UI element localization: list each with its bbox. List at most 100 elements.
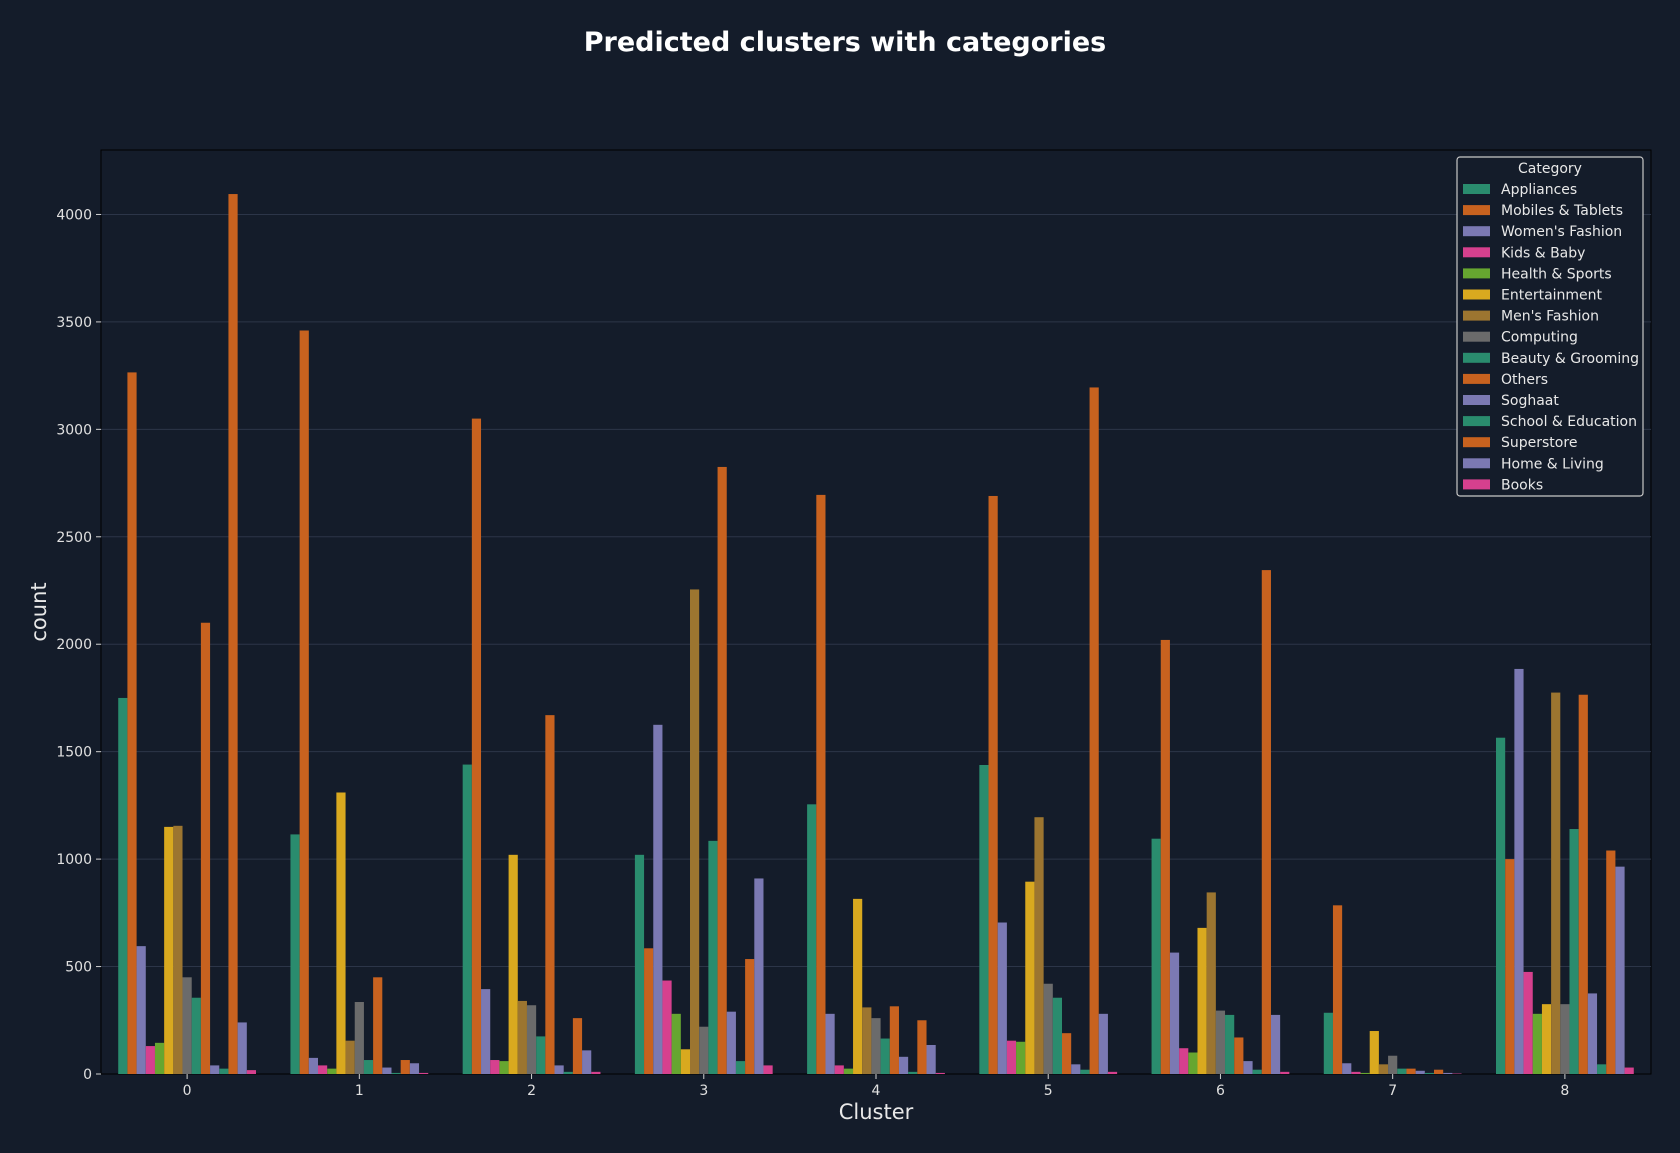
legend-label: Beauty & Grooming xyxy=(1501,351,1639,367)
bar xyxy=(499,1061,509,1074)
x-axis-ticks: 0 1 2 3 4 5 6 7 8 xyxy=(183,1074,1569,1099)
bar xyxy=(1016,1041,1026,1074)
bar xyxy=(1225,1014,1235,1074)
legend-swatch xyxy=(1463,416,1490,427)
bar xyxy=(634,854,645,1074)
bar xyxy=(1025,881,1035,1074)
bar xyxy=(763,1065,773,1074)
x-tick-label: 5 xyxy=(1044,1083,1053,1099)
legend-label: Others xyxy=(1501,372,1548,388)
bar xyxy=(191,997,201,1074)
bar xyxy=(1606,850,1616,1074)
y-tick-label: 2500 xyxy=(56,530,92,546)
plot-area xyxy=(100,149,1652,1075)
bar xyxy=(708,840,718,1074)
bar xyxy=(526,1005,537,1074)
bar xyxy=(680,1049,690,1074)
y-tick-label: 500 xyxy=(65,960,92,976)
bar xyxy=(1261,570,1271,1074)
bar xyxy=(336,792,346,1074)
bar xyxy=(1360,1072,1370,1074)
bar xyxy=(481,989,491,1074)
bar xyxy=(825,1013,835,1074)
legend-label: Entertainment xyxy=(1501,288,1603,304)
bar xyxy=(219,1068,229,1074)
bar xyxy=(1098,1013,1108,1074)
y-tick-label: 0 xyxy=(83,1067,92,1083)
bar xyxy=(717,466,727,1074)
bar xyxy=(1234,1037,1244,1074)
bar xyxy=(345,1040,355,1074)
y-tick-label: 3000 xyxy=(56,422,92,438)
x-tick-label: 2 xyxy=(527,1083,536,1099)
bar xyxy=(735,1061,746,1074)
bar xyxy=(1332,905,1343,1074)
bar xyxy=(1496,737,1506,1074)
bar xyxy=(308,1057,318,1074)
bar xyxy=(699,1026,709,1074)
legend-label: Home & Living xyxy=(1501,456,1604,472)
bar xyxy=(582,1050,592,1074)
bar xyxy=(853,898,863,1074)
bar xyxy=(517,1000,527,1074)
bar xyxy=(1206,892,1216,1074)
bar xyxy=(1071,1064,1081,1074)
bar xyxy=(979,765,989,1074)
bar xyxy=(997,922,1007,1074)
legend-swatch xyxy=(1463,226,1490,237)
x-tick-label: 0 xyxy=(183,1083,192,1099)
chart-title: Predicted clusters with categories xyxy=(584,27,1107,58)
bar xyxy=(1323,1012,1333,1074)
bar xyxy=(1270,1014,1281,1074)
bar xyxy=(1532,1013,1542,1074)
bar xyxy=(843,1068,854,1074)
bar xyxy=(228,194,238,1075)
legend-swatch xyxy=(1463,458,1490,469)
bar xyxy=(572,1018,583,1074)
bar xyxy=(1215,1010,1226,1074)
bar xyxy=(118,697,128,1074)
legend-swatch xyxy=(1463,373,1490,384)
bar xyxy=(690,589,700,1074)
bar xyxy=(898,1056,909,1074)
legend-title: Category xyxy=(1518,161,1582,177)
bar xyxy=(1151,838,1161,1074)
bar xyxy=(1615,866,1625,1074)
bar xyxy=(400,1060,410,1074)
legend-label: Soghaat xyxy=(1501,393,1559,409)
bar xyxy=(1397,1068,1407,1074)
legend-label: Mobiles & Tablets xyxy=(1501,203,1623,219)
bar xyxy=(1252,1069,1262,1074)
bar xyxy=(318,1065,328,1074)
legend-label: School & Education xyxy=(1501,414,1637,430)
bar xyxy=(1505,859,1515,1074)
y-tick-label: 1500 xyxy=(56,745,92,761)
bar xyxy=(662,980,672,1074)
bar xyxy=(1569,829,1579,1074)
bar xyxy=(1541,1004,1552,1074)
x-tick-label: 8 xyxy=(1560,1083,1569,1099)
y-axis-ticks: 0 500 1000 1500 2000 2500 3000 3500 4000 xyxy=(56,207,101,1083)
gridlines xyxy=(101,213,1651,968)
bar xyxy=(1369,1031,1379,1074)
legend-label: Kids & Baby xyxy=(1501,245,1585,261)
bar xyxy=(816,494,826,1074)
bar xyxy=(419,1072,429,1074)
legend-swatch xyxy=(1463,268,1490,279)
bar xyxy=(246,1070,256,1074)
bar xyxy=(988,495,998,1075)
bar xyxy=(807,804,817,1074)
bar xyxy=(1424,1072,1434,1074)
bar xyxy=(862,1007,872,1074)
bar xyxy=(1169,952,1180,1074)
x-tick-label: 4 xyxy=(872,1083,881,1099)
bar xyxy=(1107,1071,1118,1074)
bar xyxy=(373,977,383,1074)
bar xyxy=(1197,927,1207,1074)
bar xyxy=(237,1022,247,1074)
bar xyxy=(490,1060,500,1074)
bar xyxy=(1043,983,1053,1074)
bar xyxy=(173,825,183,1074)
bar xyxy=(299,330,309,1074)
